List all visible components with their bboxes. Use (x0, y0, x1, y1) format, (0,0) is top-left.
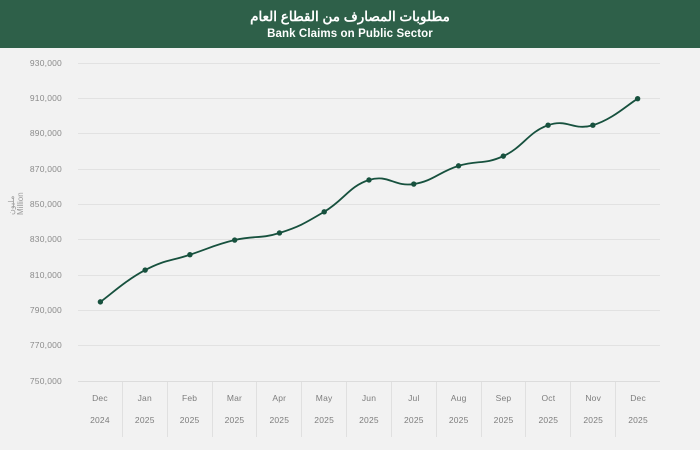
x-axis-year-label: 2025 (359, 415, 379, 425)
x-axis-year-label: 2025 (538, 415, 559, 425)
series-markers (97, 96, 641, 305)
x-axis-tick: Jul 2025 (392, 382, 437, 437)
y-axis-tick-label: 870,000 (29, 163, 62, 174)
gridline (78, 97, 660, 99)
data-point[interactable] (142, 267, 148, 273)
x-axis-year-label: 2025 (628, 415, 648, 425)
y-axis-tick-label: 790,000 (29, 304, 62, 315)
x-axis-month-label: Jun (361, 393, 377, 403)
gridline (78, 168, 660, 170)
data-point[interactable] (455, 163, 462, 169)
data-point[interactable] (97, 299, 104, 305)
x-axis-tick: Feb 2025 (168, 382, 213, 437)
data-point[interactable] (231, 237, 238, 243)
page-title-english: Bank Claims on Public Sector (267, 28, 433, 40)
y-axis-tick-label: 910,000 (29, 92, 62, 103)
x-axis-year-label: 2025 (583, 415, 604, 425)
y-axis-tick-label: 750,000 (29, 375, 62, 386)
x-axis-tick: Apr 2025 (257, 382, 303, 437)
x-axis-year-label: 2025 (269, 415, 290, 425)
x-axis-month-label: Apr (272, 393, 287, 403)
x-axis-year-label: 2025 (314, 415, 334, 425)
x-axis-month-label: May (315, 393, 333, 403)
gridline (78, 345, 660, 347)
x-axis-month-label: Nov (585, 393, 602, 403)
gridline (78, 203, 660, 205)
data-point[interactable] (411, 181, 417, 187)
x-axis-month-label: Aug (450, 393, 467, 403)
x-axis-tick: Aug 2025 (437, 382, 482, 437)
x-axis-month-label: Jan (137, 393, 152, 403)
x-axis: Dec 2024 Jan 2025 Feb 2025 Mar 2025 Apr 2025 May 20… (78, 381, 660, 437)
y-axis-tick-label: 850,000 (29, 198, 62, 209)
x-axis-tick: Nov 2025 (571, 382, 617, 437)
y-axis-tick-label: 890,000 (29, 128, 62, 139)
gridline (78, 309, 660, 311)
x-axis-tick: May 2025 (302, 382, 348, 437)
x-axis-tick: Sep 2025 (482, 382, 527, 437)
gridline (78, 133, 660, 135)
plot-background (78, 48, 660, 386)
data-point[interactable] (545, 122, 551, 128)
gridline (78, 274, 660, 276)
data-point[interactable] (500, 153, 507, 159)
x-axis-tick: Dec 2024 (78, 382, 123, 437)
x-axis-year-label: 2025 (224, 415, 245, 425)
x-axis-month-label: Oct (541, 393, 556, 403)
data-point[interactable] (366, 177, 372, 183)
data-point[interactable] (276, 230, 283, 236)
data-point[interactable] (187, 252, 193, 258)
y-axis-tick-label: 830,000 (29, 234, 62, 245)
data-point[interactable] (590, 122, 596, 128)
x-axis-month-label: Feb (181, 393, 198, 403)
gridline (78, 239, 660, 241)
x-axis-month-label: Dec (630, 393, 646, 403)
x-axis-year-label: 2024 (90, 415, 110, 425)
line-series-svg (97, 96, 641, 305)
x-axis-tick: Oct 2025 (526, 382, 572, 437)
x-axis-tick: Dec 2025 (616, 382, 660, 437)
y-axis-tick-label: 930,000 (29, 57, 62, 68)
x-axis-year-label: 2025 (448, 415, 469, 425)
x-axis-month-label: Jul (408, 393, 420, 403)
bottom-strip (0, 437, 700, 450)
page-title-arabic: مطلوبات المصارف من القطاع العام (250, 9, 450, 24)
x-axis-year-label: 2025 (403, 415, 424, 425)
series-line (99, 97, 639, 303)
y-axis-tick-label: 810,000 (29, 269, 62, 280)
x-axis-month-label: Sep (495, 393, 512, 403)
x-axis-month-label: Dec (92, 393, 108, 403)
y-axis-tick-label: 770,000 (29, 340, 62, 351)
x-axis-tick: Jan 2025 (123, 382, 168, 437)
x-axis-tick: Mar 2025 (213, 382, 258, 437)
data-point[interactable] (634, 96, 641, 102)
gridline (78, 62, 660, 64)
chart-header: مطلوبات المصارف من القطاع العام Bank Cla… (0, 0, 700, 48)
x-axis-year-label: 2025 (493, 415, 514, 425)
x-axis-year-label: 2025 (134, 415, 155, 425)
data-point[interactable] (321, 209, 327, 215)
chart-area: 930,000 910,000 890,000 870,000 850,000 830,0… (0, 48, 700, 450)
x-axis-month-label: Mar (226, 393, 243, 403)
x-axis-year-label: 2025 (179, 415, 200, 425)
x-axis-tick: Jun 2025 (347, 382, 392, 437)
